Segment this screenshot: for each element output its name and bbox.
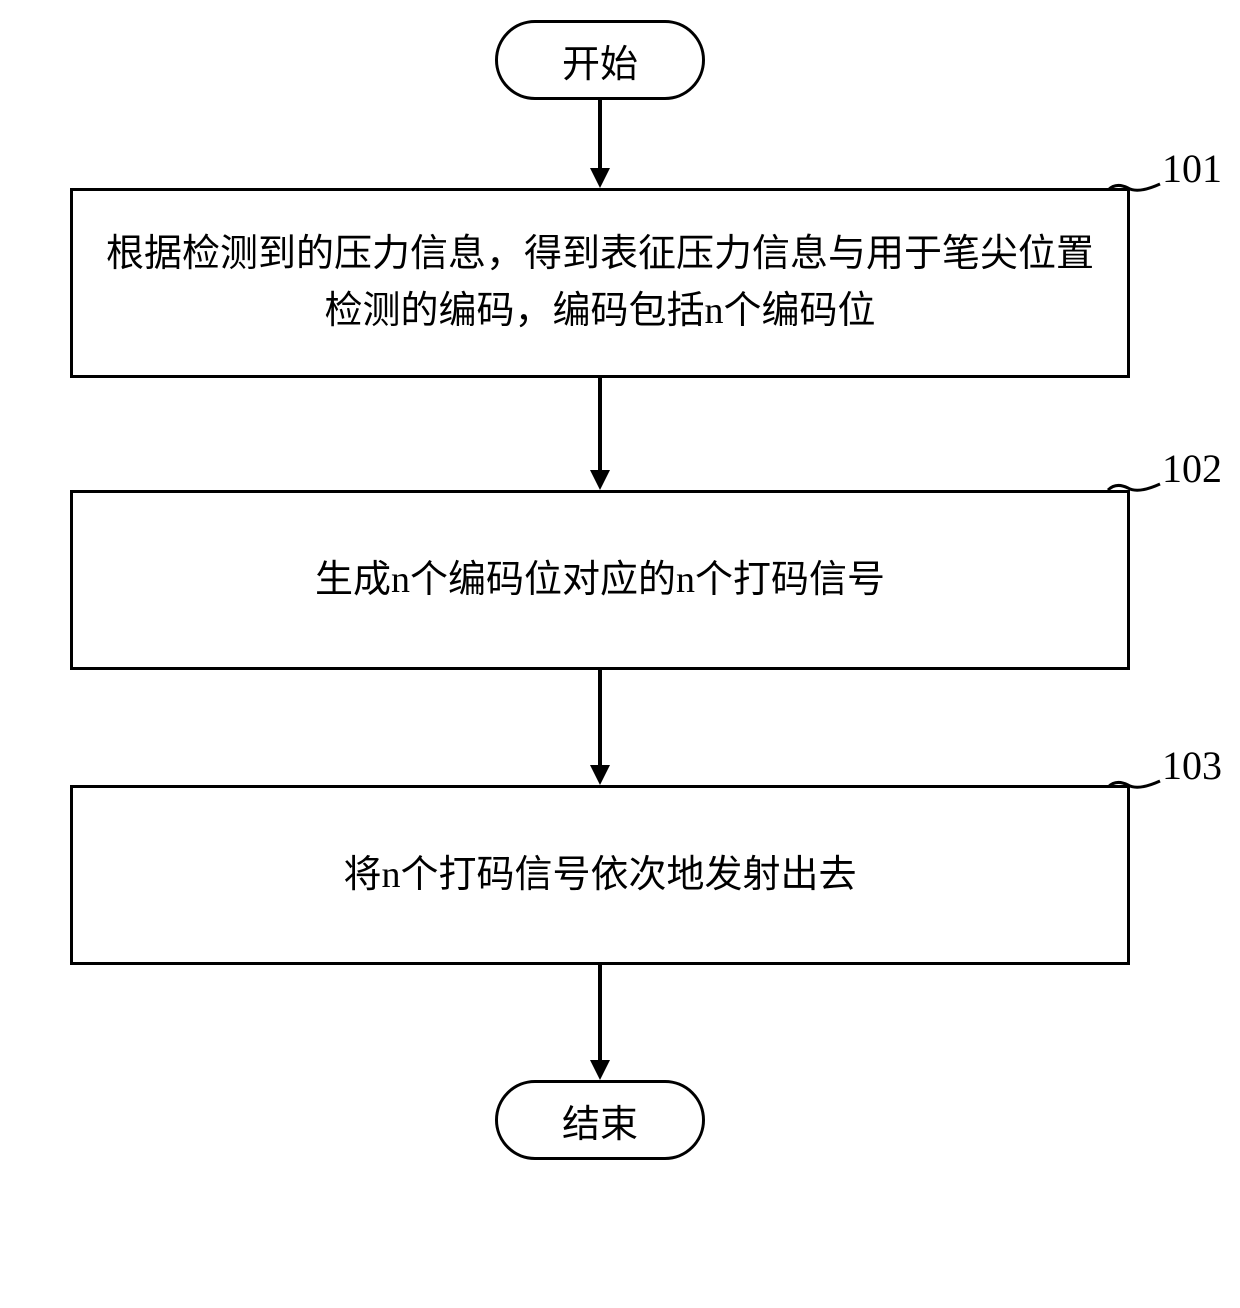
step2-text: 生成n个编码位对应的n个打码信号 (315, 552, 885, 609)
flowchart-container: 开始 根据检测到的压力信息，得到表征压力信息与用于笔尖位置检测的编码，编码包括n… (0, 0, 1240, 1308)
arrow-4-head (590, 1060, 610, 1080)
step3-text: 将n个打码信号依次地发射出去 (343, 847, 856, 904)
arrow-4-line (598, 965, 602, 1060)
step1-text: 根据检测到的压力信息，得到表征压力信息与用于笔尖位置检测的编码，编码包括n个编码… (93, 226, 1107, 340)
step3-label: 103 (1162, 742, 1222, 789)
arrow-2-line (598, 378, 602, 470)
step3-node: 将n个打码信号依次地发射出去 (70, 785, 1130, 965)
step3-label-connector (1108, 763, 1168, 808)
arrow-3-line (598, 670, 602, 765)
arrow-1-line (598, 100, 602, 168)
arrow-1-head (590, 168, 610, 188)
step1-node: 根据检测到的压力信息，得到表征压力信息与用于笔尖位置检测的编码，编码包括n个编码… (70, 188, 1130, 378)
arrow-3-head (590, 765, 610, 785)
start-text: 开始 (562, 33, 638, 88)
step1-label: 101 (1162, 145, 1222, 192)
end-node: 结束 (495, 1080, 705, 1160)
arrow-2-head (590, 470, 610, 490)
start-node: 开始 (495, 20, 705, 100)
step1-label-connector (1108, 166, 1168, 211)
step2-node: 生成n个编码位对应的n个打码信号 (70, 490, 1130, 670)
end-text: 结束 (562, 1093, 638, 1148)
step2-label: 102 (1162, 445, 1222, 492)
step2-label-connector (1108, 466, 1168, 511)
